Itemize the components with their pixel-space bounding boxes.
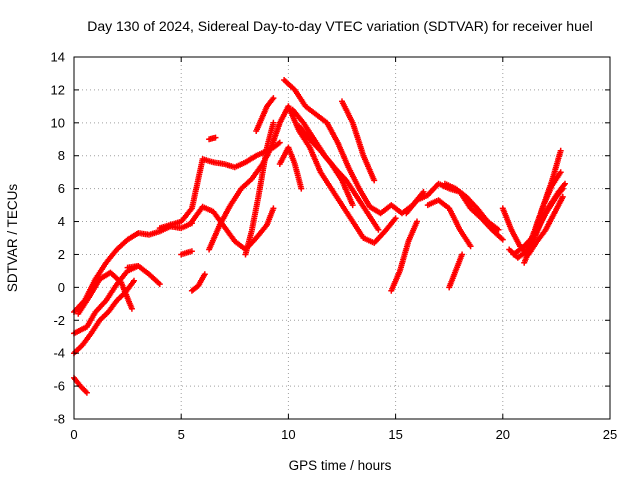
x-axis-label: GPS time / hours <box>289 458 392 473</box>
y-tick-label: 12 <box>51 82 65 97</box>
y-tick-label: 0 <box>58 280 65 295</box>
data-point-markers <box>424 197 474 250</box>
y-tick-label: 4 <box>58 214 65 229</box>
y-tick-label: -4 <box>53 346 65 361</box>
x-tick-label: 20 <box>496 427 510 442</box>
y-tick-label: 8 <box>58 148 65 163</box>
series-arc-t <box>276 144 305 192</box>
series-arc-h <box>188 203 277 253</box>
series-arc-i <box>206 103 292 253</box>
data-point-markers <box>188 203 277 253</box>
series-arc-c <box>71 277 137 357</box>
data-point-markers <box>206 134 219 143</box>
data-point-markers <box>242 119 277 258</box>
y-tick-label: -2 <box>53 313 65 328</box>
series-arc-r <box>296 123 356 209</box>
data-marks <box>71 77 568 396</box>
x-tick-label: 25 <box>603 427 617 442</box>
series-arc-e <box>75 269 135 317</box>
series-arc-w <box>424 197 474 250</box>
data-point-markers <box>388 218 420 294</box>
data-point-markers <box>71 277 137 357</box>
series-arc-j <box>178 248 195 258</box>
y-tick-label: -8 <box>53 412 65 427</box>
data-point-markers <box>296 123 356 209</box>
series-arc-l <box>206 134 219 143</box>
series-arc-s <box>339 98 378 184</box>
data-point-markers <box>441 180 502 233</box>
series-arc-u <box>388 218 420 294</box>
axis-ticks: 0 5 10 15 20 25 -8 -6 -4 -2 0 2 4 6 8 10 12 14 <box>51 50 618 443</box>
data-point-markers <box>339 98 378 184</box>
x-tick-label: 5 <box>178 427 185 442</box>
x-tick-label: 15 <box>388 427 402 442</box>
x-tick-label: 10 <box>281 427 295 442</box>
data-point-markers <box>124 263 163 288</box>
y-tick-label: -6 <box>53 379 65 394</box>
series-arc-f <box>124 263 163 288</box>
series-arc-ad <box>532 169 564 233</box>
data-point-markers <box>75 269 135 317</box>
data-point-markers <box>446 251 466 291</box>
series-arc-ae <box>517 193 566 258</box>
series-arc-n <box>253 95 277 134</box>
chart-title: Day 130 of 2024, Sidereal Day-to-day VTE… <box>87 18 593 34</box>
y-tick-label: 6 <box>58 181 65 196</box>
data-point-markers <box>253 95 277 134</box>
y-tick-label: 10 <box>51 115 65 130</box>
y-axis-label: SDTVAR / TECUs <box>5 184 20 293</box>
series-arc-m <box>242 119 277 258</box>
data-point-markers <box>532 169 564 233</box>
x-tick-label: 0 <box>70 427 77 442</box>
y-tick-label: 2 <box>58 247 65 262</box>
y-tick-label: 14 <box>51 50 65 65</box>
series-arc-x <box>446 251 466 291</box>
data-point-markers <box>206 103 292 253</box>
data-point-markers <box>276 144 305 192</box>
data-point-markers <box>178 248 195 258</box>
data-point-markers <box>188 271 208 294</box>
series-arc-z <box>499 205 523 250</box>
series-arc-k <box>188 271 208 294</box>
data-point-markers <box>517 193 566 258</box>
series-arc-y <box>441 180 502 233</box>
plot-frame <box>73 56 611 420</box>
data-point-markers <box>499 205 523 250</box>
